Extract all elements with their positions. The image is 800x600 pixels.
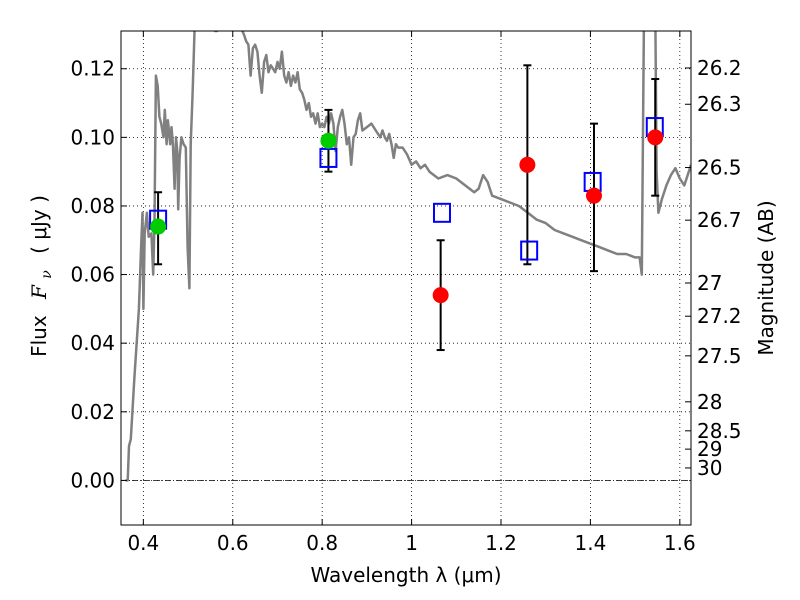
svg-text:Flux F ν ( μ: Flux F ν ( μJy ) — [27, 195, 56, 357]
y2-tick-label: 26.2 — [697, 56, 742, 80]
photometry-point — [432, 287, 449, 304]
y-tick-label: 0.02 — [70, 400, 115, 424]
sed-model-curve — [125, 31, 691, 482]
model-photometry — [149, 117, 664, 261]
x-axis-ticks: 0.4 0.6 0.8 1 1.2 1.4 1.6 — [127, 31, 696, 555]
observed-photometry — [150, 129, 664, 304]
plot-area — [125, 31, 691, 482]
x-tick-label: 0.6 — [217, 531, 249, 555]
plot-frame — [120, 30, 692, 526]
y2-tick-label: 28 — [697, 390, 722, 414]
photometry-point — [585, 187, 602, 204]
y-tick-label: 0.06 — [70, 263, 115, 287]
y2-tick-label: 27.5 — [697, 344, 742, 368]
x-axis-label: Wavelength λ (μm) — [310, 563, 501, 587]
y2-tick-label: 27.2 — [697, 304, 742, 328]
y-axis-label-symbol: F — [27, 284, 51, 300]
x-tick-label: 1.4 — [575, 531, 607, 555]
y2-tick-label: 28.5 — [697, 419, 742, 443]
y-axis-ticks: 0.00 0.02 0.04 0.06 0.08 0.10 0.12 — [70, 57, 127, 492]
photometry-point — [647, 129, 664, 146]
error-bars — [154, 64, 660, 352]
model-photometry-marker — [432, 202, 451, 223]
y-axis-label-units: ( μJy ) — [27, 195, 51, 254]
y-tick-label: 0.12 — [70, 57, 115, 81]
y2-tick-label: 26.5 — [697, 156, 742, 180]
grid — [121, 31, 691, 525]
y2-tick-label: 29 — [697, 437, 722, 461]
x-tick-label: 0.4 — [127, 531, 159, 555]
y2-tick-label: 26.7 — [697, 208, 742, 232]
y2-tick-label: 30 — [697, 456, 722, 480]
x-tick-label: 0.8 — [306, 531, 338, 555]
y-axis-label: Flux F ν ( μJy ) — [27, 195, 56, 357]
y-tick-label: 0.00 — [70, 468, 115, 492]
photometry-point — [519, 156, 536, 173]
y-tick-label: 0.10 — [70, 125, 115, 149]
y2-tick-label: 26.3 — [697, 92, 742, 116]
model-photometry-marker — [520, 240, 539, 261]
y-tick-label: 0.08 — [70, 194, 115, 218]
y2-axis-label: Magnitude (AB) — [754, 200, 778, 355]
photometry-point — [150, 218, 167, 235]
y-axis-label-text: Flux — [27, 315, 51, 357]
model-photometry-marker — [319, 147, 338, 168]
y2-tick-label: 27 — [697, 271, 722, 295]
x-tick-label: 1.2 — [485, 531, 517, 555]
y-axis-label-subscript: ν — [39, 270, 55, 279]
x-tick-label: 1 — [405, 531, 418, 555]
photometry-point — [320, 132, 337, 149]
x-tick-label: 1.6 — [664, 531, 696, 555]
y-tick-label: 0.04 — [70, 331, 115, 355]
